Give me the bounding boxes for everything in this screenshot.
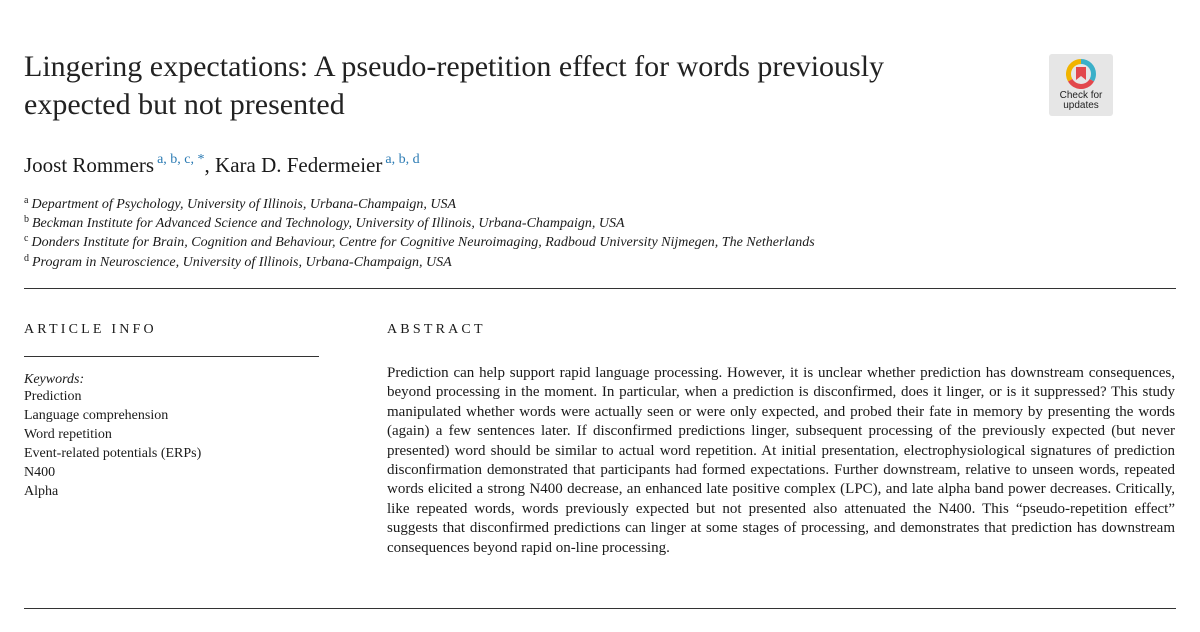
abstract-body: Prediction can help support rapid langua…: [387, 365, 1175, 556]
keyword-item: Event-related potentials (ERPs): [24, 446, 202, 461]
affiliation: d Program in Neuroscience, University of …: [24, 250, 452, 272]
badge-line-2: updates: [1063, 100, 1099, 111]
affiliation-mark: c: [24, 233, 29, 244]
affiliation-mark: a: [24, 195, 29, 206]
article-info-divider: [24, 356, 319, 357]
keywords-label: Keywords:: [24, 372, 85, 387]
bottom-divider: [24, 608, 1176, 609]
affiliation: a Department of Psychology, University of…: [24, 192, 456, 214]
keyword-item: Prediction: [24, 389, 82, 404]
affiliation-mark: b: [24, 214, 29, 225]
author-affiliation-marks[interactable]: a, b, d: [385, 152, 420, 167]
article-title-line-1: Lingering expectations: A pseudo-repetit…: [24, 50, 885, 83]
article-title: Lingering expectations: A pseudo-repetit…: [24, 48, 1024, 124]
article-info-heading: ARTICLE INFO: [24, 322, 157, 337]
affiliation-text: Beckman Institute for Advanced Science a…: [32, 216, 625, 231]
badge-line-1: Check for: [1059, 90, 1103, 101]
affiliation-text: Department of Psychology, University of …: [31, 197, 457, 212]
crossmark-icon: [1066, 59, 1096, 89]
keyword-item: Language comprehension: [24, 408, 169, 423]
article-title-line-2: expected but not presented: [24, 88, 345, 121]
affiliation-text: Donders Institute for Brain, Cognition a…: [31, 235, 815, 250]
section-divider: [24, 288, 1176, 289]
check-for-updates-badge[interactable]: Check for updates: [1049, 54, 1113, 116]
affiliation-mark: d: [24, 253, 29, 264]
keyword-item: Alpha: [24, 484, 59, 499]
keyword-item: N400: [24, 465, 56, 480]
author-name[interactable]: Joost Rommers: [24, 153, 155, 177]
abstract-heading: ABSTRACT: [387, 322, 486, 337]
author-affiliation-marks[interactable]: a, b, c, *: [157, 152, 205, 167]
keyword-item: Word repetition: [24, 427, 112, 442]
affiliation: b Beckman Institute for Advanced Science …: [24, 211, 625, 233]
affiliation-text: Program in Neuroscience, University of I…: [32, 255, 452, 270]
author-name[interactable]: Kara D. Federmeier: [215, 153, 383, 177]
affiliation: c Donders Institute for Brain, Cognition …: [24, 230, 815, 252]
author-separator: ,: [204, 153, 210, 177]
author-list: Joost Rommers a, b, c, *, Kara D. Federme…: [24, 146, 420, 179]
